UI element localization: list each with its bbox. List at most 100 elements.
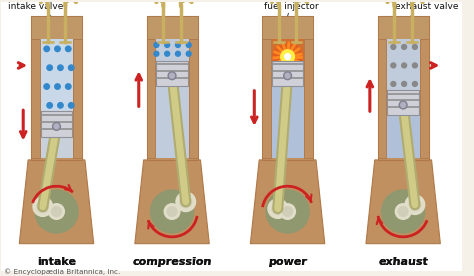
Circle shape [409,199,421,211]
Circle shape [65,46,71,52]
Circle shape [405,195,425,214]
Text: exhaust: exhaust [378,257,428,267]
Circle shape [175,51,181,56]
Circle shape [58,103,63,108]
Circle shape [186,43,191,47]
Circle shape [186,51,191,56]
Circle shape [33,197,53,216]
Polygon shape [19,160,94,244]
Polygon shape [262,39,271,158]
Circle shape [47,65,53,70]
Polygon shape [271,39,304,60]
Polygon shape [271,86,304,158]
Circle shape [44,46,49,52]
Circle shape [283,72,292,80]
Circle shape [49,204,64,219]
Polygon shape [378,16,428,160]
Polygon shape [146,39,155,158]
Circle shape [55,46,60,52]
Polygon shape [155,39,189,60]
Polygon shape [146,16,198,160]
Circle shape [53,123,60,130]
Text: intake: intake [37,257,76,267]
Circle shape [52,207,62,216]
Circle shape [391,81,396,86]
Text: intake: intake [37,257,76,267]
Polygon shape [189,39,198,158]
Polygon shape [146,16,198,39]
Polygon shape [113,2,231,271]
Circle shape [164,51,170,56]
Circle shape [285,73,290,78]
Circle shape [154,51,159,56]
Circle shape [47,103,53,108]
Circle shape [401,103,406,107]
Circle shape [168,72,176,80]
Text: exhaust: exhaust [378,257,428,267]
Circle shape [176,192,196,211]
Circle shape [58,65,63,70]
Polygon shape [304,39,313,158]
Circle shape [273,42,302,71]
Circle shape [68,103,74,108]
Polygon shape [0,2,115,271]
Polygon shape [262,16,313,160]
Polygon shape [420,39,428,158]
Polygon shape [31,16,82,160]
Circle shape [412,63,417,68]
Circle shape [401,81,407,86]
Polygon shape [135,160,209,244]
Circle shape [412,44,417,49]
Circle shape [65,84,71,89]
Circle shape [391,44,396,49]
Circle shape [412,81,417,86]
Polygon shape [156,60,188,86]
Polygon shape [155,86,189,158]
Circle shape [54,124,59,129]
Polygon shape [366,160,440,244]
Circle shape [55,84,60,89]
Polygon shape [229,2,346,271]
Circle shape [170,73,174,78]
Circle shape [281,50,294,63]
Circle shape [398,207,408,216]
Text: fuel injector: fuel injector [264,1,319,16]
Polygon shape [378,39,386,158]
Circle shape [151,190,193,233]
Text: intake valve: intake valve [8,1,63,16]
Text: power: power [268,257,307,267]
Circle shape [164,204,180,219]
Polygon shape [40,39,73,111]
Polygon shape [345,2,462,271]
Circle shape [175,43,181,47]
Circle shape [268,199,288,218]
Polygon shape [386,39,420,90]
Circle shape [164,43,170,47]
Circle shape [283,207,292,216]
Polygon shape [386,115,420,158]
Circle shape [272,203,283,214]
Polygon shape [41,111,72,137]
Polygon shape [272,60,303,86]
Circle shape [401,63,407,68]
Circle shape [382,190,425,233]
Polygon shape [378,16,428,39]
Circle shape [37,201,49,213]
Polygon shape [250,160,325,244]
Polygon shape [387,90,419,115]
Polygon shape [31,39,40,158]
Circle shape [167,207,177,216]
Circle shape [266,190,309,233]
Polygon shape [73,39,82,158]
Circle shape [280,204,295,219]
Circle shape [285,54,291,60]
Circle shape [399,101,407,109]
Polygon shape [31,16,82,39]
Text: power: power [268,257,307,267]
Text: compression: compression [132,257,212,267]
Text: exhaust valve: exhaust valve [395,1,459,16]
Polygon shape [262,16,313,39]
Circle shape [68,65,74,70]
Polygon shape [40,137,73,158]
Circle shape [35,190,78,233]
